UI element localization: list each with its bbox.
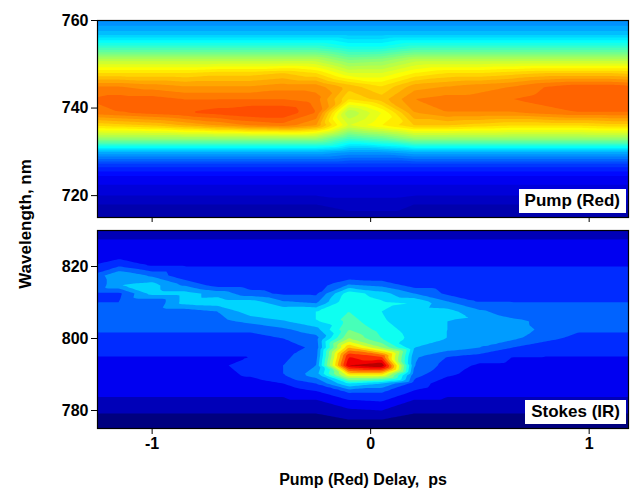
svg-text:-1: -1	[145, 435, 159, 452]
html-text:Wavelength, nm: Wavelength, nm	[16, 159, 35, 289]
html-text:Pump (Red): Pump (Red)	[524, 191, 620, 210]
svg-text:820: 820	[62, 258, 89, 275]
svg-text:800: 800	[62, 330, 89, 347]
svg-text:0: 0	[366, 435, 375, 452]
svg-text:780: 780	[62, 402, 89, 419]
svg-text:720: 720	[62, 187, 89, 204]
svg-text:Pump (Red) Delay, ps: Pump (Red) Delay, ps	[279, 471, 447, 488]
svg-text:740: 740	[62, 99, 89, 116]
svg-text:760: 760	[62, 12, 89, 29]
html-text:Stokes (IR): Stokes (IR)	[531, 402, 620, 421]
svg-text:1: 1	[585, 435, 594, 452]
